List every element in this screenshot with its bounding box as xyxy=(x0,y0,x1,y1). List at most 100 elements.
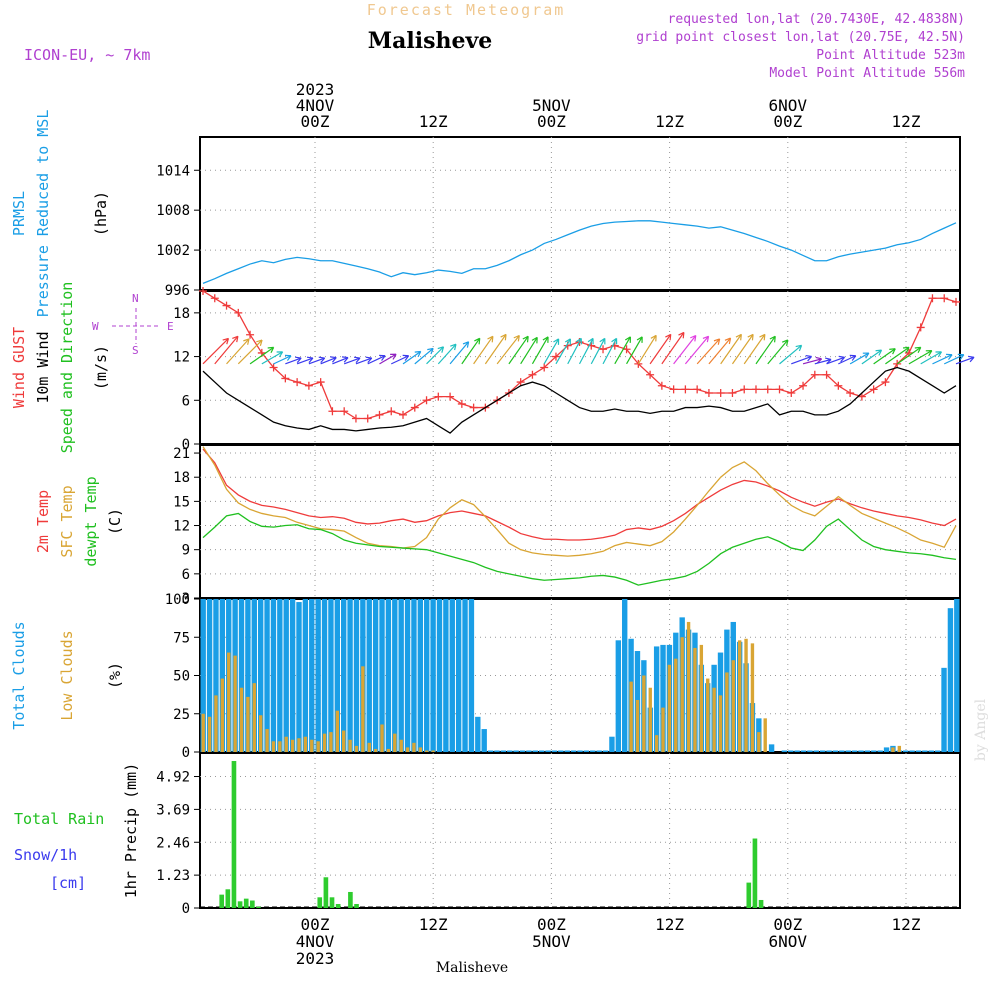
low-cloud-bar xyxy=(361,666,365,752)
wind-arrow-head xyxy=(875,349,883,356)
wind-arrow xyxy=(590,337,606,365)
total-cloud-bar xyxy=(398,599,404,752)
low-cloud-bar xyxy=(239,687,244,752)
low-cloud-bar xyxy=(667,664,672,752)
low-cloud-bar xyxy=(693,647,697,752)
wind-arrow-head xyxy=(849,354,857,361)
total-cloud-bar xyxy=(251,599,257,752)
total-cloud-bar xyxy=(903,750,909,752)
wind-arrow xyxy=(873,348,896,365)
label-snow: Snow/1h xyxy=(14,846,77,864)
total-cloud-bar xyxy=(372,599,379,752)
low-cloud-bar xyxy=(246,696,250,752)
low-cloud-bar xyxy=(386,748,391,752)
total-cloud-bar xyxy=(379,599,385,752)
total-cloud-bar xyxy=(277,599,283,752)
wind-arrow xyxy=(896,346,922,365)
model-label: ICON-EU, ~ 7km xyxy=(24,46,150,64)
y-tick-label: 4.92 xyxy=(156,770,190,786)
wind-arrow xyxy=(626,336,643,365)
gust-marker xyxy=(375,410,384,419)
axis-label: Wind GUST xyxy=(10,327,28,408)
time-label-bottom: 00Z xyxy=(773,915,802,934)
total-cloud-bar xyxy=(385,599,392,752)
wind-arrow-head xyxy=(474,337,481,345)
wind-arrow-head xyxy=(624,336,631,343)
gust-marker xyxy=(351,414,360,423)
y-tick-label: 50 xyxy=(173,669,190,685)
total-cloud-bar xyxy=(577,750,583,752)
wind-arrow-shaft xyxy=(567,338,582,365)
wind-arrow-head xyxy=(946,353,953,360)
total-cloud-bar xyxy=(922,750,928,752)
location-title: Malisheve xyxy=(368,28,492,54)
wind-arrow xyxy=(332,356,349,365)
panel-wind: 0 6 12 18 N S W E Wind GUST 10m Wind Speed and Dir… xyxy=(10,282,975,453)
wind-arrow-head xyxy=(306,356,314,364)
wind-arrow xyxy=(355,356,373,365)
wind-arrow xyxy=(908,350,933,365)
wind-arrow-shaft xyxy=(285,357,302,365)
total-cloud-bar xyxy=(404,599,411,752)
y-tick-label: 15 xyxy=(173,494,190,510)
wind-arrow xyxy=(520,336,538,365)
gust-marker xyxy=(340,407,349,416)
wind-arrow xyxy=(567,337,582,365)
wind-arrow xyxy=(531,336,549,365)
wind-arrow xyxy=(920,351,943,365)
total-cloud-bar xyxy=(551,750,558,752)
low-cloud-bar xyxy=(310,739,314,752)
wind-arrow-head xyxy=(542,336,549,343)
total-cloud-bar xyxy=(430,599,436,752)
gust-marker xyxy=(422,396,431,405)
low-cloud-bar xyxy=(342,730,346,752)
y-tick-label: 12 xyxy=(173,350,190,366)
total-cloud-bar xyxy=(947,608,954,752)
total-cloud-bar xyxy=(807,750,813,752)
total-cloud-bar xyxy=(877,750,883,752)
wind-arrow-head xyxy=(665,333,672,341)
wind-arrow xyxy=(543,338,560,365)
wind-arrow-shaft xyxy=(473,335,494,365)
wind-arrow-shaft xyxy=(791,355,812,365)
wind-arrow xyxy=(720,333,742,365)
series-dewpt-temp xyxy=(202,512,957,586)
wind-arrow xyxy=(684,335,710,365)
wind-arrow xyxy=(838,354,857,365)
wind-arrow xyxy=(767,339,789,365)
wind-arrow-head xyxy=(815,356,823,364)
low-cloud-bar xyxy=(412,742,416,752)
total-cloud-bar xyxy=(449,599,455,752)
wind-arrow-shaft xyxy=(578,338,594,365)
gust-marker xyxy=(387,407,396,416)
low-cloud-bar xyxy=(284,736,288,752)
low-cloud-bar xyxy=(329,732,333,752)
wind-arrow xyxy=(484,333,507,365)
rain-bar xyxy=(225,889,231,908)
panel-labels: PRMSL Pressure Reduced to MSL (hPa) xyxy=(10,110,110,318)
gust-marker xyxy=(446,392,455,401)
wind-arrow-head xyxy=(795,344,803,352)
low-cloud-bar xyxy=(335,710,340,752)
wind-arrow-shaft xyxy=(226,338,250,365)
wind-arrow-head xyxy=(968,355,975,363)
total-cloud-bar xyxy=(615,640,622,752)
wind-arrow-shaft xyxy=(908,350,933,365)
wind-arrow-shaft xyxy=(508,335,529,365)
total-cloud-bar xyxy=(417,599,424,752)
wind-arrow-shaft xyxy=(355,357,372,365)
wind-compass: N S W E xyxy=(92,292,174,357)
wind-arrow-head xyxy=(222,337,230,345)
wind-arrow-head xyxy=(747,333,754,341)
wind-arrow xyxy=(578,337,594,365)
wind-arrow xyxy=(802,356,823,365)
wind-arrow xyxy=(649,333,672,365)
wind-arrow-head xyxy=(487,335,494,343)
wind-arrow-shaft xyxy=(849,352,870,365)
wind-arrow-shaft xyxy=(684,335,709,365)
wind-arrow-shaft xyxy=(296,357,314,365)
low-cloud-bar xyxy=(271,741,276,752)
wind-arrow-shaft xyxy=(885,346,910,365)
time-label-top: 6NOV xyxy=(769,96,808,115)
y-tick-label: 1002 xyxy=(156,243,190,259)
